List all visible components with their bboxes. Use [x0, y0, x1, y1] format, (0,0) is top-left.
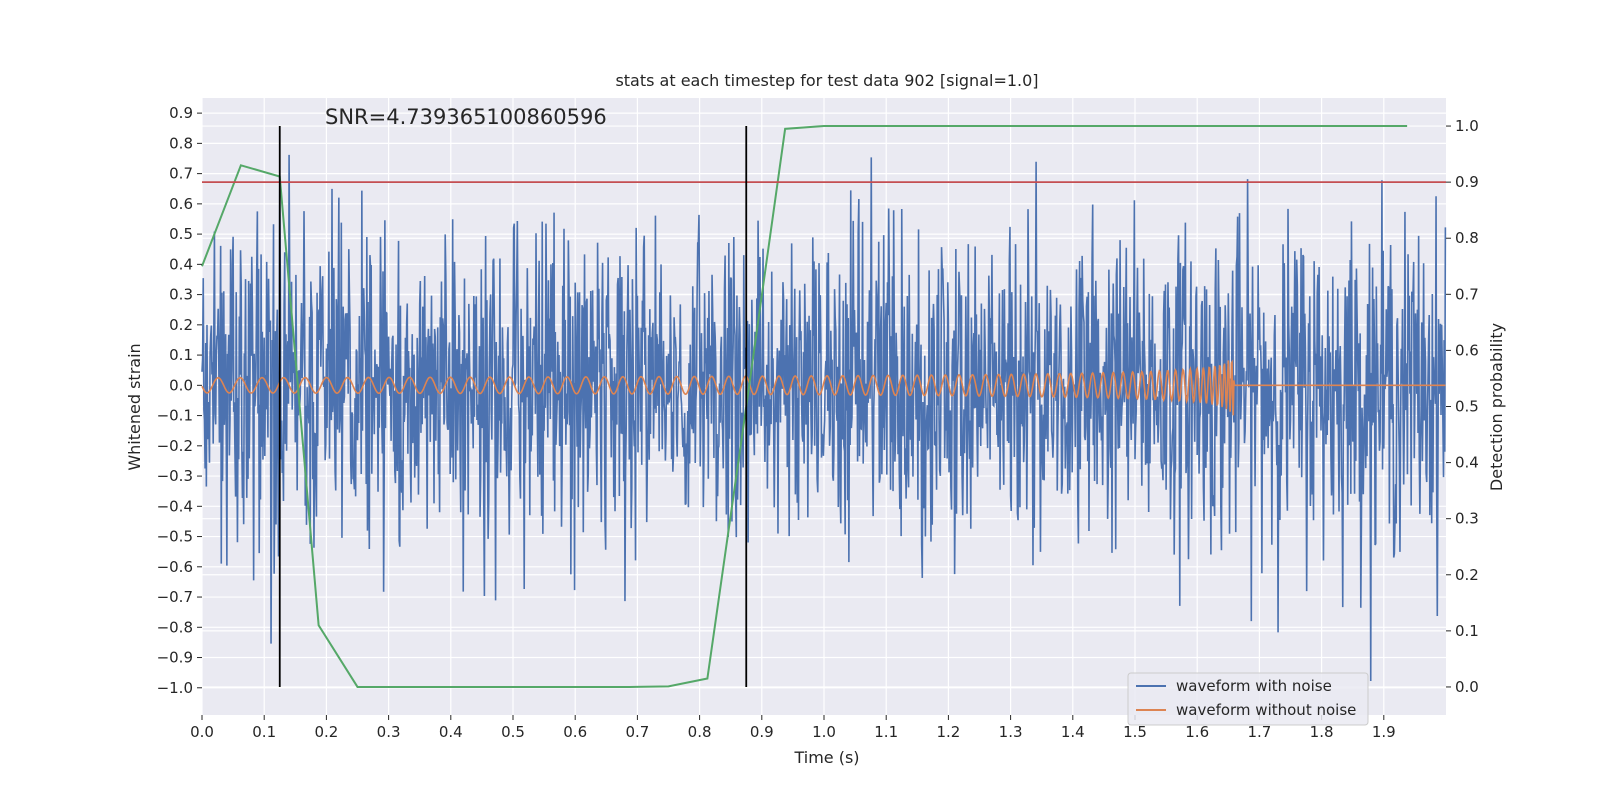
y-tick-label: 0.1	[169, 346, 193, 364]
y2-tick-label: 0.8	[1455, 229, 1479, 247]
y-tick-label: 0.3	[169, 286, 193, 304]
legend-box	[1127, 672, 1369, 726]
line-waveform-without-noise	[201, 359, 1446, 416]
y-tick-label: −0.9	[157, 649, 193, 667]
x-tick-label: 0.3	[377, 723, 401, 741]
x-axis-label: Time (s)	[793, 748, 859, 767]
x-tick-label: 1.0	[812, 723, 836, 741]
y2-tick-label: 0.2	[1455, 566, 1479, 584]
vertical-markers	[278, 126, 748, 687]
y-axis-ticks: 0.9 0.8 0.7 0.6 0.5 0.4 0.3 0.2 0.1 0.0 −0.1 −0.2 −0…	[157, 104, 202, 697]
y2-tick-label: 0.3	[1455, 510, 1479, 528]
x-tick-label: 0.2	[314, 723, 338, 741]
x-tick-label: 0.1	[252, 723, 276, 741]
y2-tick-label: 0.7	[1455, 285, 1479, 303]
legend-label-noise: waveform with noise	[1176, 677, 1332, 695]
x-tick-label: 0.6	[563, 723, 587, 741]
y-tick-label: −0.5	[157, 528, 193, 546]
y-tick-label: −0.1	[157, 407, 193, 425]
legend: waveform with noise waveform without noi…	[1127, 672, 1369, 726]
y2-tick-label: 0.4	[1455, 454, 1479, 472]
y2-axis-label: Detection probability	[1487, 323, 1506, 491]
y-tick-label: 0.7	[169, 165, 193, 183]
y-tick-label: 0.4	[169, 255, 193, 273]
y-tick-label: 0.2	[169, 316, 193, 334]
y-tick-label: 0.9	[169, 104, 193, 122]
y-axis-label: Whitened strain	[125, 343, 144, 470]
chart-title: stats at each timestep for test data 902…	[615, 71, 1038, 90]
y2-tick-label: 0.1	[1455, 622, 1479, 640]
y-tick-label: 0.6	[169, 195, 193, 213]
series-waveform-with-noise	[201, 154, 1447, 681]
x-tick-label: 0.8	[688, 723, 712, 741]
x-tick-label: 1.5	[1123, 723, 1147, 741]
x-tick-label: 1.1	[874, 723, 898, 741]
y2-tick-label: 0.0	[1455, 678, 1479, 696]
legend-label-clean: waveform without noise	[1176, 701, 1356, 719]
y-tick-label: −0.2	[157, 437, 193, 455]
line-detection-probability	[201, 125, 1408, 688]
x-tick-label: 1.9	[1372, 723, 1396, 741]
x-tick-label: 1.8	[1310, 723, 1334, 741]
x-tick-label: 0.7	[625, 723, 649, 741]
series-waveform-without-noise	[201, 359, 1446, 416]
y-tick-label: −0.3	[157, 467, 193, 485]
y-tick-label: −0.8	[157, 618, 193, 636]
line-waveform-with-noise	[201, 154, 1447, 681]
y2-axis-ticks: 1.0 0.9 0.8 0.7 0.6 0.5 0.4 0.3 0.2 0.1 0.0	[1446, 117, 1479, 696]
y-tick-label: 0.0	[169, 376, 193, 394]
x-tick-label: 1.3	[999, 723, 1023, 741]
y-tick-label: −0.7	[157, 588, 193, 606]
y-tick-label: −1.0	[157, 679, 193, 697]
x-tick-label: 0.9	[750, 723, 774, 741]
x-tick-label: 1.2	[936, 723, 960, 741]
y-tick-label: 0.5	[169, 225, 193, 243]
series-detection-probability	[201, 125, 1408, 688]
grid	[201, 98, 1446, 715]
y2-tick-label: 1.0	[1455, 117, 1479, 135]
snr-annotation: SNR=4.739365100860596	[325, 105, 607, 129]
y-tick-label: −0.6	[157, 558, 193, 576]
y2-tick-label: 0.6	[1455, 341, 1479, 359]
x-tick-label: 0.4	[439, 723, 463, 741]
x-tick-label: 1.4	[1061, 723, 1085, 741]
x-tick-label: 1.6	[1185, 723, 1209, 741]
x-axis-ticks: 0.0 0.1 0.2 0.3 0.4 0.5 0.6 0.7 0.8 0.9 1.0 1.1 1.2 1…	[190, 715, 1396, 741]
y2-tick-label: 0.5	[1455, 398, 1479, 416]
y-tick-label: −0.4	[157, 497, 193, 515]
x-tick-label: 1.7	[1247, 723, 1271, 741]
x-tick-label: 0.0	[190, 723, 214, 741]
x-tick-label: 0.5	[501, 723, 525, 741]
y2-tick-label: 0.9	[1455, 173, 1479, 191]
y-tick-label: 0.8	[169, 134, 193, 152]
